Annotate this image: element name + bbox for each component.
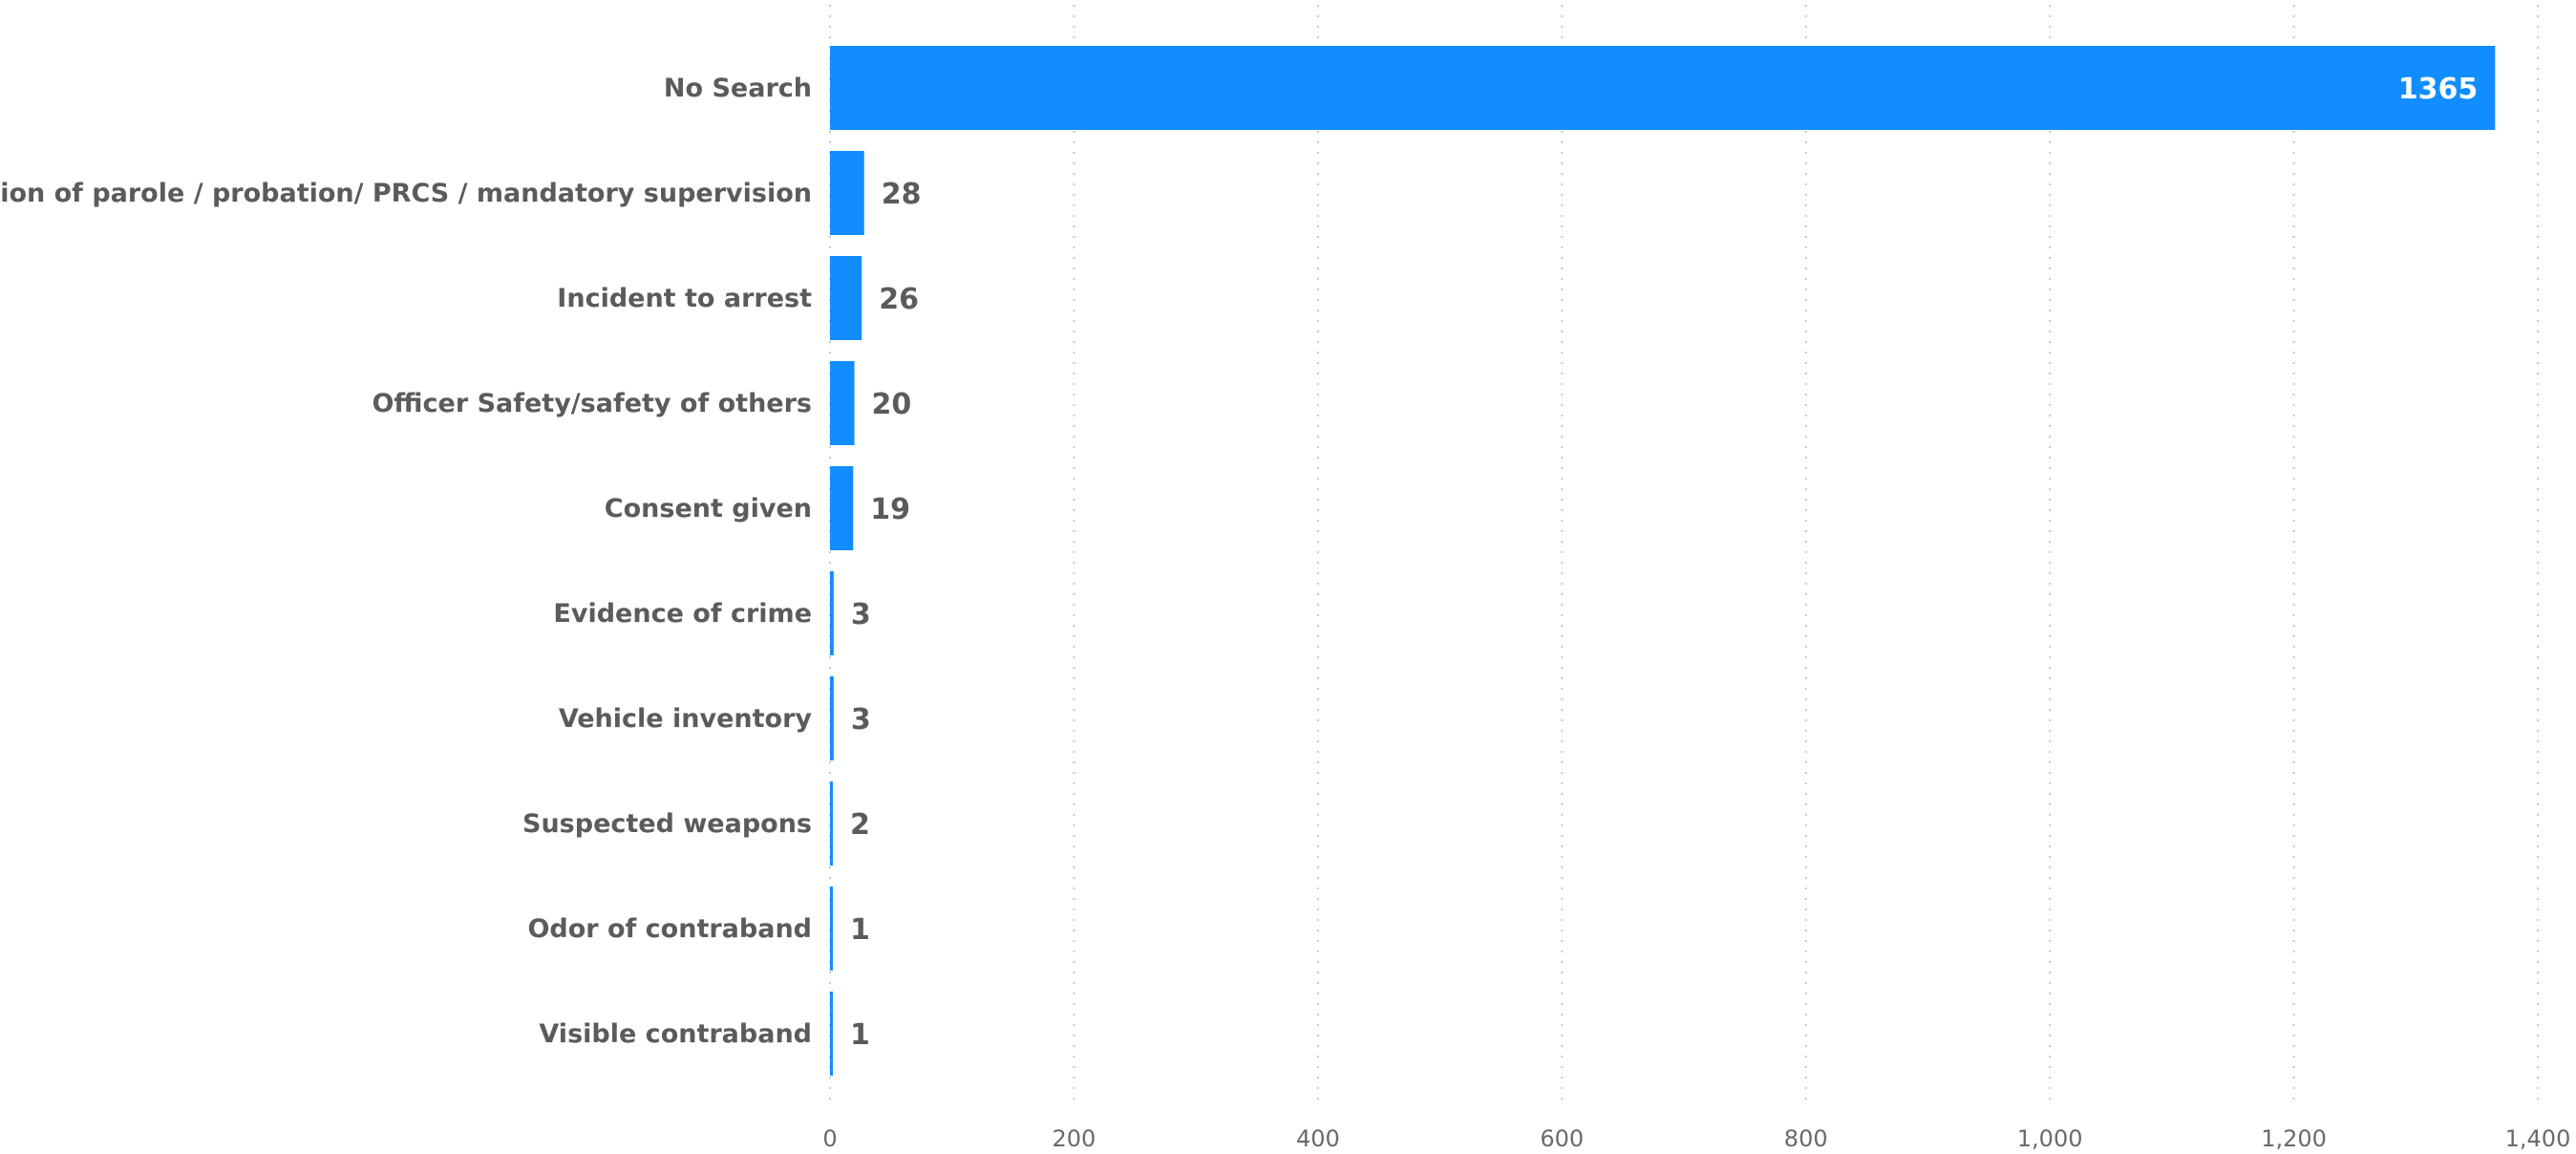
data-label: 1365 [2398, 73, 2479, 106]
category-label: Odor of contraband [527, 914, 812, 944]
category-label: Officer Safety/safety of others [372, 389, 812, 418]
gridlines [829, 5, 2539, 1106]
x-tick-label: 800 [1784, 1125, 1828, 1152]
data-label: 3 [851, 703, 871, 737]
data-labels: 1365 28 26 20 19 3 3 2 1 1 [850, 73, 2478, 1052]
bars [830, 46, 2496, 1076]
data-label: 1 [850, 913, 870, 947]
bar [830, 992, 833, 1076]
x-tick-label: 1,200 [2261, 1125, 2327, 1152]
x-tick-label: 1,400 [2505, 1125, 2571, 1152]
x-axis-tick-labels: 0 200 400 600 800 1,000 1,200 1,400 [822, 1125, 2570, 1152]
bar [830, 151, 864, 235]
bar [830, 676, 834, 760]
bar [830, 466, 854, 550]
category-label: Suspected weapons [522, 809, 812, 839]
category-label: Visible contraband [539, 1019, 812, 1049]
bar [830, 571, 834, 655]
bar [830, 887, 833, 971]
x-tick-label: 1,000 [2017, 1125, 2083, 1152]
x-tick-label: 200 [1053, 1125, 1096, 1152]
category-label: Incident to arrest [557, 284, 812, 313]
category-label: Condition of parole / probation/ PRCS / … [0, 179, 812, 208]
bar [830, 361, 855, 445]
x-tick-label: 600 [1540, 1125, 1584, 1152]
category-label: Vehicle inventory [559, 704, 813, 734]
bar [830, 46, 2496, 130]
category-labels: No Search Condition of parole / probation… [0, 74, 812, 1049]
data-label: 28 [882, 178, 922, 211]
x-tick-label: 400 [1296, 1125, 1340, 1152]
data-label: 20 [872, 388, 912, 421]
bar [830, 256, 862, 340]
category-label: Consent given [605, 494, 812, 524]
x-tick-label: 0 [822, 1125, 837, 1152]
data-label: 19 [870, 493, 910, 526]
data-label: 2 [850, 808, 870, 842]
bar [830, 781, 833, 866]
data-label: 1 [850, 1018, 870, 1052]
data-label: 26 [879, 283, 919, 316]
category-label: No Search [664, 74, 812, 103]
category-label: Evidence of crime [553, 599, 812, 629]
data-label: 3 [851, 598, 871, 631]
